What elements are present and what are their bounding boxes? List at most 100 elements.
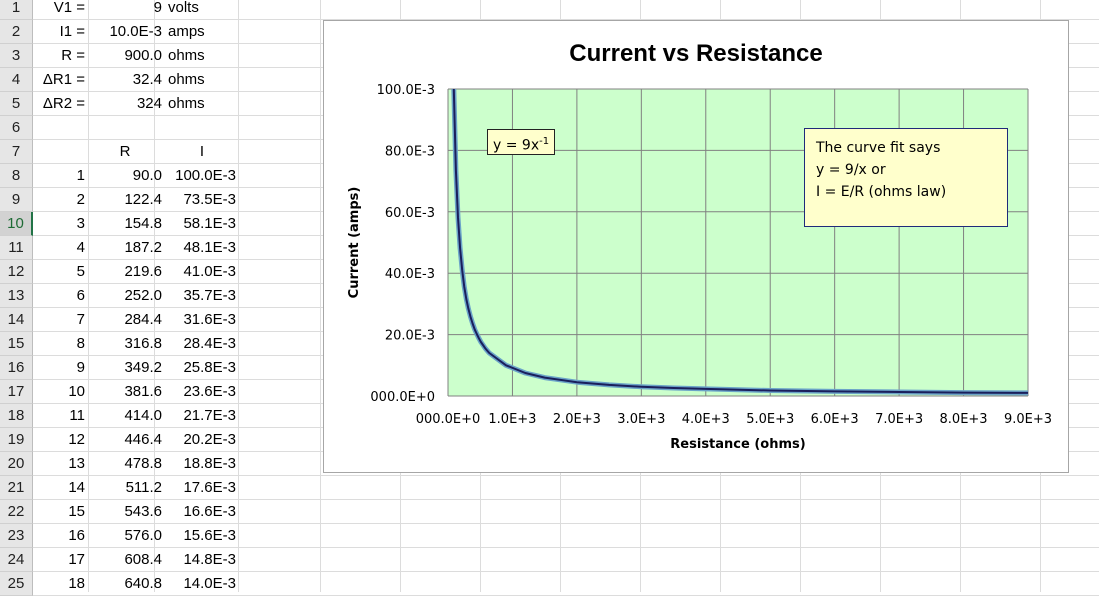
index-cell[interactable]: 12 — [33, 428, 85, 452]
trendline-equation-label[interactable]: y = 9x-1 — [487, 129, 555, 155]
resistance-cell[interactable]: 219.6 — [88, 260, 162, 284]
resistance-cell[interactable]: 381.6 — [88, 380, 162, 404]
row-header-14[interactable]: 14 — [0, 308, 33, 332]
resistance-cell[interactable]: 154.8 — [88, 212, 162, 236]
index-cell[interactable]: 18 — [33, 572, 85, 596]
row-header-6[interactable]: 6 — [0, 116, 33, 140]
row-header-11[interactable]: 11 — [0, 236, 33, 260]
row-header-12[interactable]: 12 — [0, 260, 33, 284]
row-header-5[interactable]: 5 — [0, 92, 33, 116]
param-label-cell[interactable]: R = — [33, 44, 85, 68]
current-cell[interactable]: 17.6E-3 — [162, 476, 236, 500]
param-value-cell[interactable]: 9 — [88, 0, 162, 20]
resistance-cell[interactable]: 187.2 — [88, 236, 162, 260]
index-cell[interactable]: 3 — [33, 212, 85, 236]
current-cell[interactable]: 25.8E-3 — [162, 356, 236, 380]
current-cell[interactable]: 48.1E-3 — [162, 236, 236, 260]
resistance-cell[interactable]: 640.8 — [88, 572, 162, 596]
row-header-22[interactable]: 22 — [0, 500, 33, 524]
resistance-cell[interactable]: 576.0 — [88, 524, 162, 548]
current-cell[interactable]: 28.4E-3 — [162, 332, 236, 356]
row-header-23[interactable]: 23 — [0, 524, 33, 548]
annotation-textbox[interactable]: The curve fit says y = 9/x or I = E/R (o… — [804, 128, 1008, 227]
current-cell[interactable]: 20.2E-3 — [162, 428, 236, 452]
row-header-1[interactable]: 1 — [0, 0, 33, 20]
index-cell[interactable]: 11 — [33, 404, 85, 428]
row-header-19[interactable]: 19 — [0, 428, 33, 452]
resistance-cell[interactable]: 543.6 — [88, 500, 162, 524]
index-cell[interactable]: 8 — [33, 332, 85, 356]
index-cell[interactable]: 7 — [33, 308, 85, 332]
row-header-8[interactable]: 8 — [0, 164, 33, 188]
param-unit-cell[interactable]: volts — [168, 0, 238, 20]
row-header-17[interactable]: 17 — [0, 380, 33, 404]
resistance-cell[interactable]: 284.4 — [88, 308, 162, 332]
index-cell[interactable]: 15 — [33, 500, 85, 524]
row-header-15[interactable]: 15 — [0, 332, 33, 356]
row-header-25[interactable]: 25 — [0, 572, 33, 596]
param-label-cell[interactable]: ΔR2 = — [33, 92, 85, 116]
row-header-3[interactable]: 3 — [0, 44, 33, 68]
current-cell[interactable]: 16.6E-3 — [162, 500, 236, 524]
row-header-21[interactable]: 21 — [0, 476, 33, 500]
row-header-7[interactable]: 7 — [0, 140, 33, 164]
resistance-cell[interactable]: 446.4 — [88, 428, 162, 452]
param-value-cell[interactable]: 324 — [88, 92, 162, 116]
row-header-2[interactable]: 2 — [0, 20, 33, 44]
column-header-i[interactable]: I — [162, 140, 242, 164]
row-header-16[interactable]: 16 — [0, 356, 33, 380]
column-header-r[interactable]: R — [88, 140, 162, 164]
resistance-cell[interactable]: 608.4 — [88, 548, 162, 572]
current-cell[interactable]: 14.8E-3 — [162, 548, 236, 572]
resistance-cell[interactable]: 349.2 — [88, 356, 162, 380]
resistance-cell[interactable]: 511.2 — [88, 476, 162, 500]
current-cell[interactable]: 21.7E-3 — [162, 404, 236, 428]
param-label-cell[interactable]: ΔR1 = — [33, 68, 85, 92]
resistance-cell[interactable]: 478.8 — [88, 452, 162, 476]
resistance-cell[interactable]: 414.0 — [88, 404, 162, 428]
resistance-cell[interactable]: 90.0 — [88, 164, 162, 188]
current-cell[interactable]: 15.6E-3 — [162, 524, 236, 548]
row-header-4[interactable]: 4 — [0, 68, 33, 92]
index-cell[interactable]: 4 — [33, 236, 85, 260]
index-cell[interactable]: 13 — [33, 452, 85, 476]
current-cell[interactable]: 100.0E-3 — [162, 164, 236, 188]
current-cell[interactable]: 35.7E-3 — [162, 284, 236, 308]
current-cell[interactable]: 41.0E-3 — [162, 260, 236, 284]
param-label-cell[interactable]: I1 = — [33, 20, 85, 44]
current-cell[interactable]: 14.0E-3 — [162, 572, 236, 596]
resistance-cell[interactable]: 122.4 — [88, 188, 162, 212]
current-cell[interactable]: 31.6E-3 — [162, 308, 236, 332]
param-value-cell[interactable]: 900.0 — [88, 44, 162, 68]
current-cell[interactable]: 73.5E-3 — [162, 188, 236, 212]
row-header-10[interactable]: 10 — [0, 212, 33, 236]
index-cell[interactable]: 9 — [33, 356, 85, 380]
row-header-18[interactable]: 18 — [0, 404, 33, 428]
param-unit-cell[interactable]: amps — [168, 20, 238, 44]
index-cell[interactable]: 16 — [33, 524, 85, 548]
index-cell[interactable]: 6 — [33, 284, 85, 308]
index-cell[interactable]: 14 — [33, 476, 85, 500]
index-cell[interactable]: 10 — [33, 380, 85, 404]
row-header-24[interactable]: 24 — [0, 548, 33, 572]
resistance-cell[interactable]: 252.0 — [88, 284, 162, 308]
current-cell[interactable]: 18.8E-3 — [162, 452, 236, 476]
current-cell[interactable]: 23.6E-3 — [162, 380, 236, 404]
param-label-cell[interactable]: V1 = — [33, 0, 85, 20]
row-header-13[interactable]: 13 — [0, 284, 33, 308]
index-cell[interactable]: 5 — [33, 260, 85, 284]
param-value-cell[interactable]: 32.4 — [88, 68, 162, 92]
param-unit-cell[interactable]: ohms — [168, 44, 238, 68]
param-unit-cell[interactable]: ohms — [168, 68, 238, 92]
param-unit-cell[interactable]: ohms — [168, 92, 238, 116]
resistance-cell[interactable]: 316.8 — [88, 332, 162, 356]
row-header-9[interactable]: 9 — [0, 188, 33, 212]
current-cell[interactable]: 58.1E-3 — [162, 212, 236, 236]
index-cell[interactable]: 1 — [33, 164, 85, 188]
y-axis-title: Current (amps) — [347, 187, 362, 299]
index-cell[interactable]: 2 — [33, 188, 85, 212]
index-cell[interactable]: 17 — [33, 548, 85, 572]
row-header-20[interactable]: 20 — [0, 452, 33, 476]
param-value-cell[interactable]: 10.0E-3 — [88, 20, 162, 44]
